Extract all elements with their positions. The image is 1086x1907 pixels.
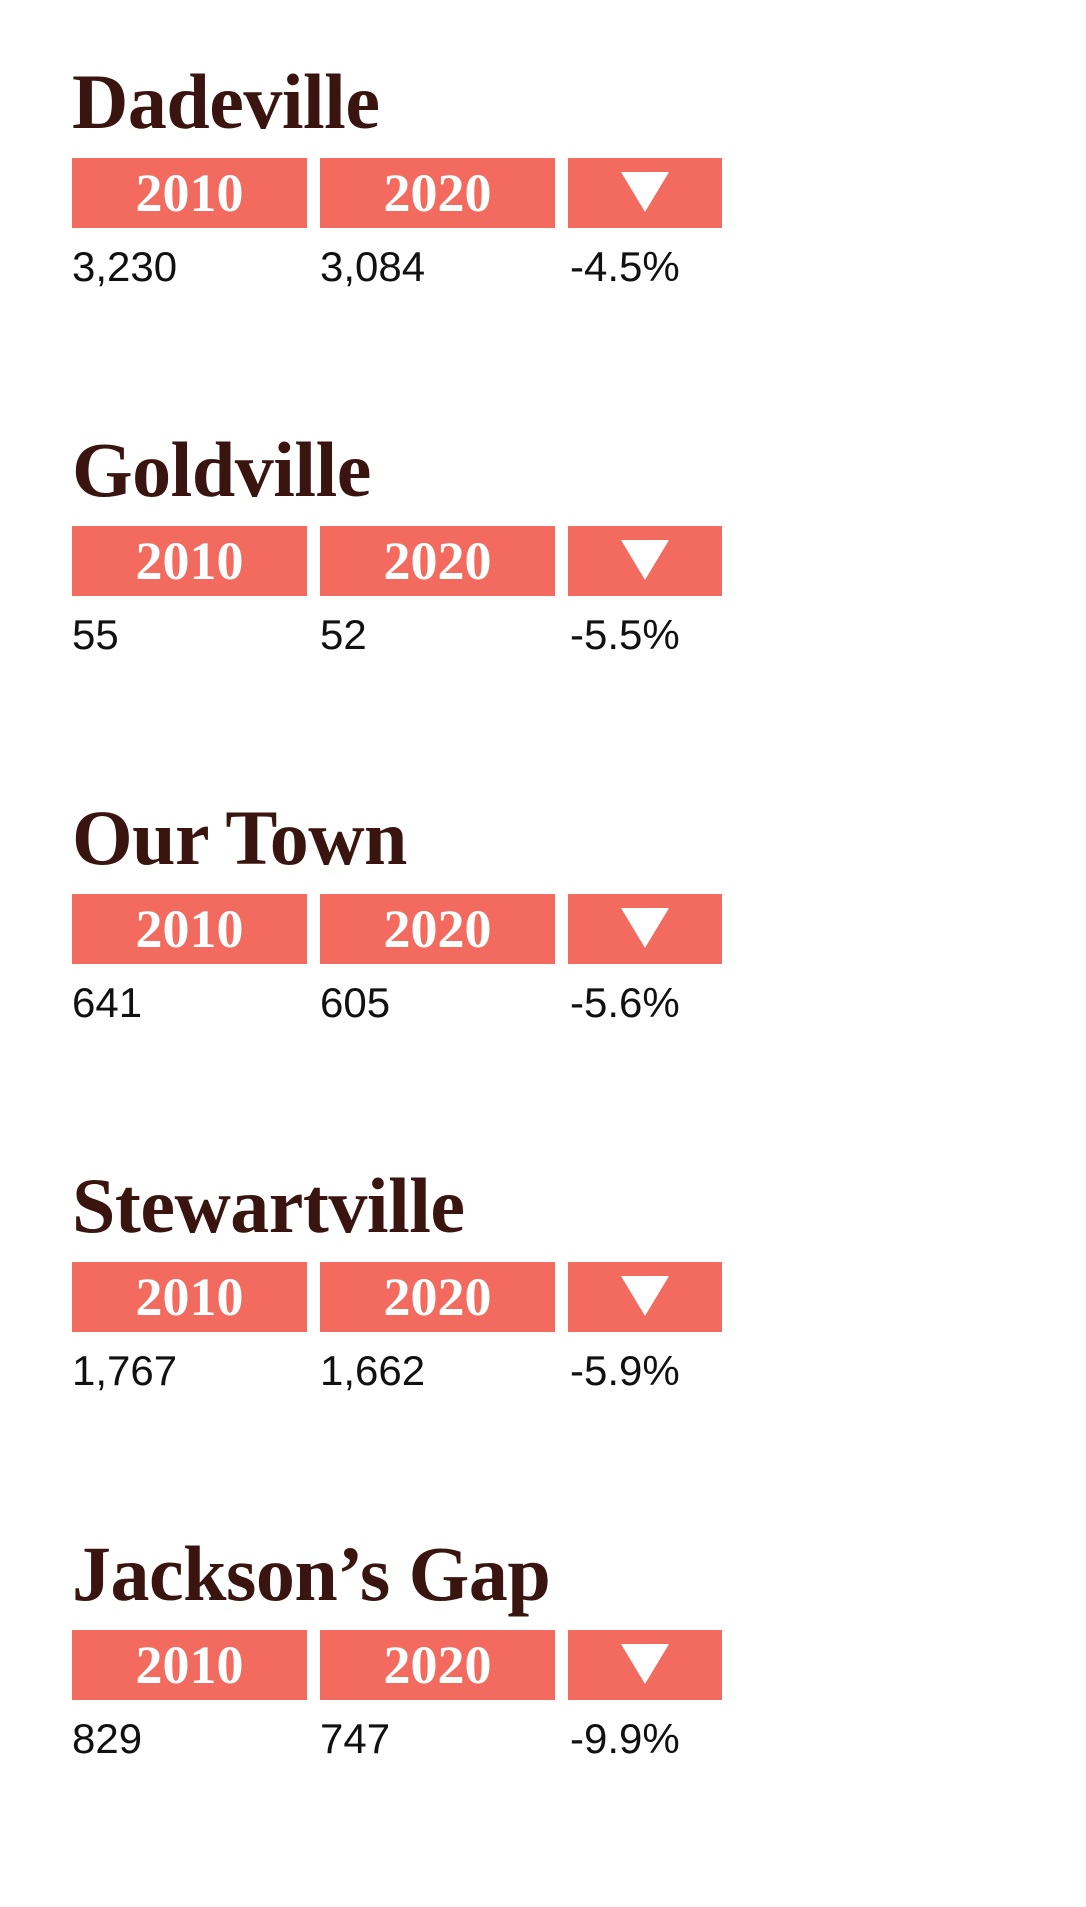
town-name: Our Town [72,794,407,881]
town-block-goldville: Goldville 2010 2020 55 52 -5.5% [72,420,722,680]
percent-change: -5.6% [570,979,680,1026]
population-2010: 829 [72,1715,143,1762]
population-2020: 1,662 [320,1347,426,1394]
town-block-dadeville: Dadeville 2010 2020 3,230 3,084 -4.5% [72,52,722,312]
down-triangle-icon [621,172,669,212]
year-2020-header: 2020 [320,1262,555,1332]
change-header [568,1630,722,1700]
year-2020-header: 2020 [320,158,555,228]
population-2020: 605 [320,979,391,1026]
town-block-jacksons-gap: Jackson’s Gap 2010 2020 829 747 -9.9% [72,1524,722,1784]
percent-change: -4.5% [570,243,680,290]
value-row: 3,230 3,084 -4.5% [72,242,722,292]
header-row: 2010 2020 [72,894,722,964]
population-2010: 55 [72,611,119,658]
town-block-stewartville: Stewartville 2010 2020 1,767 1,662 -5.9% [72,1156,722,1416]
population-2020: 52 [320,611,367,658]
down-triangle-icon [621,1644,669,1684]
town-name: Goldville [72,426,371,513]
percent-change: -5.5% [570,611,680,658]
population-2010: 1,767 [72,1347,178,1394]
year-2010-header: 2010 [72,1630,307,1700]
year-2010-header: 2010 [72,158,307,228]
year-2010-header: 2010 [72,1262,307,1332]
header-row: 2010 2020 [72,1630,722,1700]
town-block-our-town: Our Town 2010 2020 641 605 -5.6% [72,788,722,1048]
change-header [568,158,722,228]
value-row: 641 605 -5.6% [72,978,722,1028]
value-row: 55 52 -5.5% [72,610,722,660]
population-2010: 641 [72,979,143,1026]
down-triangle-icon [621,1276,669,1316]
down-triangle-icon [621,908,669,948]
value-row: 1,767 1,662 -5.9% [72,1346,722,1396]
year-2020-header: 2020 [320,894,555,964]
population-2020: 747 [320,1715,391,1762]
header-row: 2010 2020 [72,1262,722,1332]
year-2020-header: 2020 [320,1630,555,1700]
change-header [568,894,722,964]
value-row: 829 747 -9.9% [72,1714,722,1764]
town-name: Jackson’s Gap [72,1530,551,1617]
year-2020-header: 2020 [320,526,555,596]
percent-change: -9.9% [570,1715,680,1762]
year-2010-header: 2010 [72,894,307,964]
header-row: 2010 2020 [72,526,722,596]
header-row: 2010 2020 [72,158,722,228]
population-2010: 3,230 [72,243,178,290]
town-name: Dadeville [72,58,380,145]
change-header [568,1262,722,1332]
change-header [568,526,722,596]
population-2020: 3,084 [320,243,426,290]
percent-change: -5.9% [570,1347,680,1394]
year-2010-header: 2010 [72,526,307,596]
town-name: Stewartville [72,1162,465,1249]
down-triangle-icon [621,540,669,580]
